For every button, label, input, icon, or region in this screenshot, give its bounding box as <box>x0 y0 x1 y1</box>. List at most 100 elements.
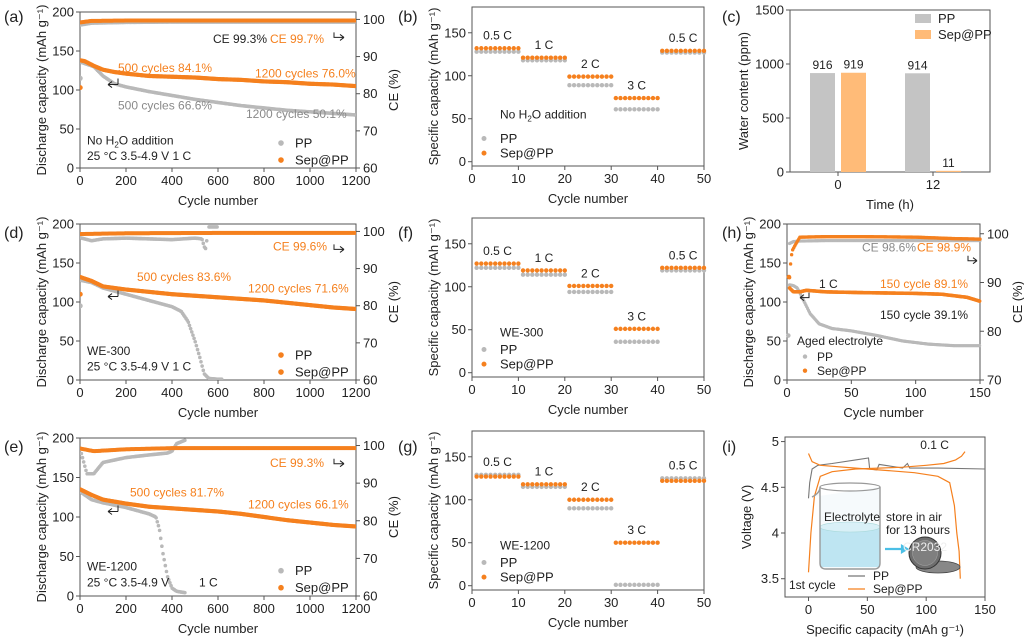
pp-first-point <box>80 75 83 81</box>
sep-rate-point <box>567 74 572 79</box>
x-tick-label: 1200 <box>342 601 371 616</box>
sep-rate-point <box>525 55 530 60</box>
pp-capacity-point <box>219 377 224 380</box>
pp-capacity-point <box>193 339 198 344</box>
pp-rate-point <box>650 582 656 588</box>
x-tick-label: 400 <box>161 385 183 400</box>
x-tick-label: 12 <box>926 177 940 192</box>
pp-capacity-point <box>192 336 196 341</box>
x-axis-label: Cycle number <box>178 193 259 208</box>
sep-rate-point <box>609 497 614 502</box>
x-tick-label: 30 <box>604 595 618 610</box>
sep-rate-point <box>660 478 665 484</box>
pp-rate-point <box>479 265 484 271</box>
sep-ce-point <box>353 230 356 235</box>
x-tick-label: 400 <box>161 601 183 616</box>
legend-marker-pp <box>481 346 487 352</box>
sep-rate-point <box>692 48 697 54</box>
pp-rate-point <box>585 506 591 511</box>
pp-rate-point <box>567 289 572 295</box>
sep-rate-point <box>669 478 674 484</box>
sep-rate-point <box>511 474 516 479</box>
sep-rate-point <box>636 95 642 101</box>
pp-rate-point <box>622 107 628 112</box>
annotation: 1200 cycles 76.0% <box>255 67 356 81</box>
sep-rate-point <box>678 48 683 54</box>
annotation: 500 cycles 81.7% <box>130 485 224 499</box>
legend-label-sep: Sep@PP <box>500 146 554 161</box>
legend-label-sep: Sep@PP <box>295 365 349 380</box>
coin-cell-face <box>912 540 938 566</box>
pp-capacity-point <box>196 351 201 356</box>
sep-rate-point <box>683 478 688 484</box>
y-tick-label: 0 <box>67 373 74 388</box>
sep-rate-point <box>483 46 489 51</box>
pp-rate-point <box>506 49 512 54</box>
panel-label: (h) <box>722 225 742 242</box>
sep-rate-point <box>585 283 591 289</box>
condition-note: WE-300 <box>500 326 544 340</box>
data-layer <box>80 438 356 595</box>
sep-rate-point <box>664 48 670 54</box>
x-tick-label: 10 <box>511 171 525 186</box>
pp-capacity-point <box>158 536 163 541</box>
sep-bar <box>841 72 866 172</box>
x-tick-label: 0 <box>76 385 83 400</box>
pp-rate-point <box>618 582 623 588</box>
sep-rate-point <box>530 482 535 487</box>
sep-rate-point <box>655 95 660 101</box>
x-tick-label: 20 <box>558 595 572 610</box>
y-tick-label: 50 <box>452 535 466 550</box>
x-tick-label: 0 <box>805 602 812 617</box>
pp-bar <box>810 73 835 172</box>
sep-rate-point <box>683 48 688 54</box>
legend-label-pp: PP <box>500 131 517 146</box>
pp-rate-point <box>562 272 567 277</box>
panel-label: (e) <box>4 439 24 456</box>
sep-rate-point <box>530 268 535 273</box>
rate-label: 0.5 C <box>669 31 698 45</box>
sep-rate-point <box>488 261 493 266</box>
x-tick-label: 50 <box>697 595 711 610</box>
legend-marker-pp <box>802 354 808 359</box>
sep-rate-point <box>534 482 540 487</box>
pp-ce-point <box>201 241 206 246</box>
sep-rate-point <box>622 326 628 332</box>
legend-label-pp: PP <box>873 569 889 583</box>
panel-label: (i) <box>722 439 736 456</box>
x-tick-label: 800 <box>253 173 275 188</box>
pp-bar <box>905 73 930 172</box>
pp-rate-point <box>483 265 489 271</box>
x-tick-label: 30 <box>604 171 618 186</box>
sep-rate-point <box>562 482 567 487</box>
panel-d: 0 200 400 600 800 1000 1200 0 50 100 150 200 Cycle n… <box>4 217 401 421</box>
condition-note: Aged electrolyte <box>797 334 883 348</box>
y-tick-label: 4 <box>772 526 779 541</box>
sep-rate-point <box>557 268 563 273</box>
x-tick-label: 40 <box>650 595 664 610</box>
y-tick-label: 0 <box>67 589 74 604</box>
panel-label: (c) <box>722 9 741 26</box>
pp-rate-point <box>474 49 479 54</box>
panel-label: (d) <box>4 225 24 242</box>
x-axis-label: Cycle number <box>548 402 629 417</box>
sep-rate-point <box>655 540 660 545</box>
x-tick-label: 1000 <box>296 385 325 400</box>
rate-label: 0.5 C <box>483 455 512 469</box>
panel-label: (a) <box>4 9 24 26</box>
sep-first-point <box>786 274 792 280</box>
y-tick-label: 0 <box>459 578 466 593</box>
sep-rate-point <box>669 265 674 271</box>
sep-rate-point <box>678 478 683 484</box>
pp-rate-point <box>488 49 493 54</box>
y-tick-label: 4.5 <box>761 480 779 495</box>
sep-rate-point <box>525 482 530 487</box>
pp-capacity-point <box>194 343 199 348</box>
x-tick-label: 0 <box>468 171 475 186</box>
y-tick-label: 150 <box>759 256 781 271</box>
pp-capacity-point <box>165 575 170 579</box>
annotation: 500 cycles 66.6% <box>118 99 212 113</box>
pp-rate-point <box>595 83 600 88</box>
y-tick-label: 100 <box>444 279 466 294</box>
y-tick-label: 100 <box>52 510 74 525</box>
